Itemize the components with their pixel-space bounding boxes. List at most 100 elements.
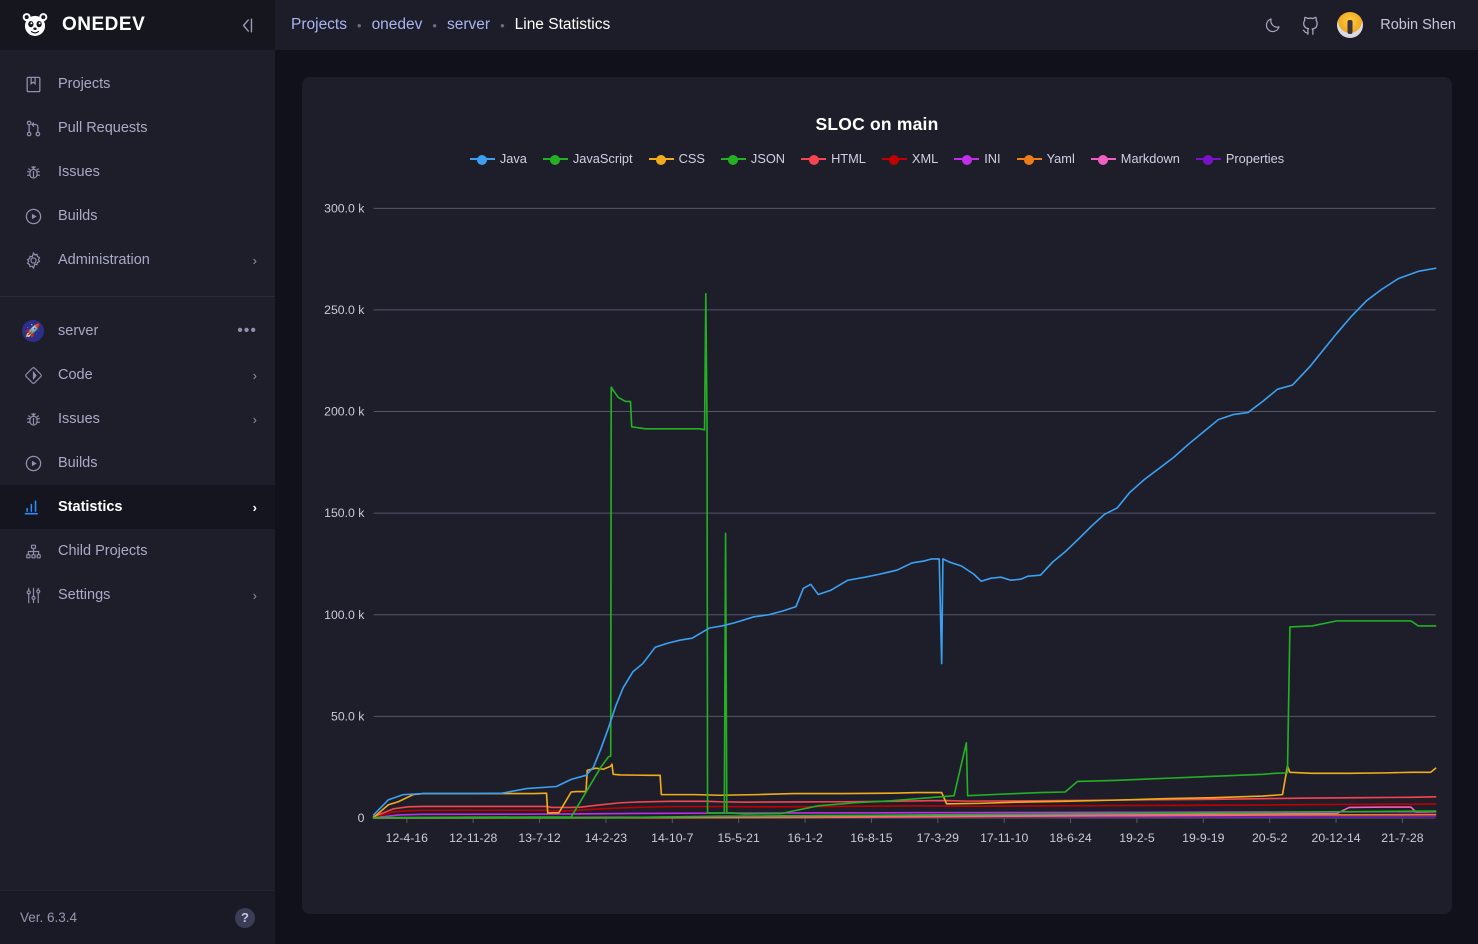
sidebar-item-label: Projects: [58, 76, 111, 92]
gear-icon: [22, 249, 44, 271]
breadcrumb-server[interactable]: server: [446, 16, 491, 33]
content-area: SLOC on main Java JavaScript CSS JSON HTML XM…: [275, 50, 1478, 944]
sidebar: ONEDEV Projects: [0, 0, 275, 944]
breadcrumb-onedev[interactable]: onedev: [371, 16, 423, 33]
legend-label: HTML: [831, 151, 866, 166]
github-icon[interactable]: [1300, 15, 1320, 35]
sitemap-icon: [22, 540, 44, 562]
sliders-icon: [22, 584, 44, 606]
rocket-icon: 🚀: [22, 320, 44, 342]
breadcrumb-line-statistics: Line Statistics: [514, 16, 611, 33]
y-axis-tick-label: 50.0 k: [331, 710, 365, 724]
series-line-json[interactable]: [372, 810, 1437, 819]
legend-marker-icon: [1195, 153, 1221, 165]
sidebar-item-administration[interactable]: Administration ›: [0, 238, 275, 282]
sidebar-item-issues[interactable]: Issues: [0, 150, 275, 194]
topbar-actions: Robin Shen: [1263, 12, 1456, 38]
user-name[interactable]: Robin Shen: [1380, 17, 1456, 33]
sidebar-item-label: Issues: [58, 164, 100, 180]
sidebar-item-label: Builds: [58, 208, 98, 224]
legend-marker-icon: [954, 153, 980, 165]
sidebar-item-label: Pull Requests: [58, 120, 148, 136]
sidebar-item-label: Builds: [58, 455, 98, 471]
moon-icon[interactable]: [1263, 15, 1283, 35]
legend-item-javascript[interactable]: JavaScript: [542, 151, 633, 166]
x-axis-tick-label: 16-1-2: [787, 831, 823, 845]
y-axis-tick-label: 150.0 k: [324, 506, 365, 520]
sidebar-item-project-builds[interactable]: Builds: [0, 441, 275, 485]
pull-request-icon: [22, 117, 44, 139]
x-axis-tick-label: 12-11-28: [449, 831, 497, 845]
legend-label: Java: [499, 151, 527, 166]
plot-area: 0 50.0 k 100.0 k 150.0 k 200.0 k 250.0 k 300.0…: [302, 166, 1452, 866]
sidebar-item-label: Child Projects: [58, 543, 148, 559]
sidebar-item-label: Statistics: [58, 499, 123, 515]
legend-marker-icon: [801, 153, 827, 165]
x-axis-tick-label: 17-3-29: [917, 831, 960, 845]
legend-label: Markdown: [1120, 151, 1180, 166]
page-title: SLOC on main: [815, 114, 939, 134]
legend-marker-icon: [881, 153, 907, 165]
panda-logo-icon: [20, 10, 50, 40]
chevron-right-icon: ›: [252, 367, 257, 383]
breadcrumb-separator: •: [357, 17, 362, 33]
y-axis-tick-label: 300.0 k: [324, 201, 365, 215]
legend-item-java[interactable]: Java: [469, 151, 527, 166]
collapse-sidebar-icon[interactable]: [234, 14, 261, 37]
sidebar-item-child-projects[interactable]: Child Projects: [0, 529, 275, 573]
breadcrumb-separator: •: [432, 17, 437, 33]
x-axis-tick-label: 15-5-21: [718, 831, 761, 845]
legend-marker-icon: [720, 153, 746, 165]
breadcrumb-projects[interactable]: Projects: [291, 16, 347, 33]
legend-item-json[interactable]: JSON: [720, 151, 785, 166]
more-options-icon[interactable]: •••: [237, 322, 257, 339]
sidebar-item-label: server: [58, 323, 99, 339]
bug-icon: [22, 408, 44, 430]
legend-item-css[interactable]: CSS: [648, 151, 705, 166]
legend-item-markdown[interactable]: Markdown: [1090, 151, 1180, 166]
x-axis-tick-label: 17-11-10: [980, 831, 1028, 845]
sidebar-item-server[interactable]: 🚀 server •••: [0, 309, 275, 353]
x-axis-tick-label: 18-6-24: [1049, 831, 1092, 845]
chart-legend: Java JavaScript CSS JSON HTML XML INI Yaml Markd…: [302, 151, 1452, 166]
series-line-css[interactable]: [372, 763, 1437, 819]
breadcrumb-separator: •: [500, 17, 505, 33]
legend-item-properties[interactable]: Properties: [1195, 151, 1284, 166]
legend-item-html[interactable]: HTML: [801, 151, 866, 166]
x-axis-tick-label: 20-12-14: [1312, 831, 1361, 845]
sidebar-item-label: Code: [58, 367, 93, 383]
legend-item-xml[interactable]: XML: [881, 151, 938, 166]
legend-label: INI: [984, 151, 1001, 166]
x-axis-tick-label: 14-2-23: [585, 831, 628, 845]
x-axis-tick-label: 14-10-7: [651, 831, 694, 845]
sidebar-item-code[interactable]: Code ›: [0, 353, 275, 397]
chart-panel: SLOC on main Java JavaScript CSS JSON HTML XM…: [302, 77, 1452, 914]
sidebar-item-project-issues[interactable]: Issues ›: [0, 397, 275, 441]
legend-item-ini[interactable]: INI: [954, 151, 1001, 166]
breadcrumb: Projects • onedev • server • Line Statis…: [291, 16, 610, 34]
play-circle-icon: [22, 452, 44, 474]
sidebar-item-label: Settings: [58, 587, 111, 603]
sidebar-item-projects[interactable]: Projects: [0, 62, 275, 106]
series-line-html[interactable]: [372, 796, 1437, 818]
sidebar-item-pull-requests[interactable]: Pull Requests: [0, 106, 275, 150]
legend-item-yaml[interactable]: Yaml: [1016, 151, 1075, 166]
topbar: Projects • onedev • server • Line Statis…: [275, 0, 1478, 50]
code-branch-icon: [22, 364, 44, 386]
sidebar-item-label: Issues: [58, 411, 100, 427]
series-line-javascript[interactable]: [372, 292, 1437, 819]
chevron-right-icon: ›: [252, 411, 257, 427]
help-icon[interactable]: ?: [235, 907, 255, 928]
chevron-right-icon: ›: [252, 499, 257, 515]
legend-label: Yaml: [1046, 151, 1075, 166]
sidebar-item-statistics[interactable]: Statistics ›: [0, 485, 275, 529]
avatar[interactable]: [1337, 12, 1364, 38]
sidebar-item-builds[interactable]: Builds: [0, 194, 275, 238]
line-chart-svg[interactable]: 0 50.0 k 100.0 k 150.0 k 200.0 k 250.0 k 300.0…: [302, 166, 1452, 866]
sidebar-project-nav: 🚀 server ••• Code ›: [0, 297, 275, 627]
sidebar-item-settings[interactable]: Settings ›: [0, 573, 275, 617]
legend-marker-icon: [469, 153, 495, 165]
x-axis-tick-label: 21-7-28: [1381, 831, 1424, 845]
series-line-java[interactable]: [372, 267, 1437, 816]
